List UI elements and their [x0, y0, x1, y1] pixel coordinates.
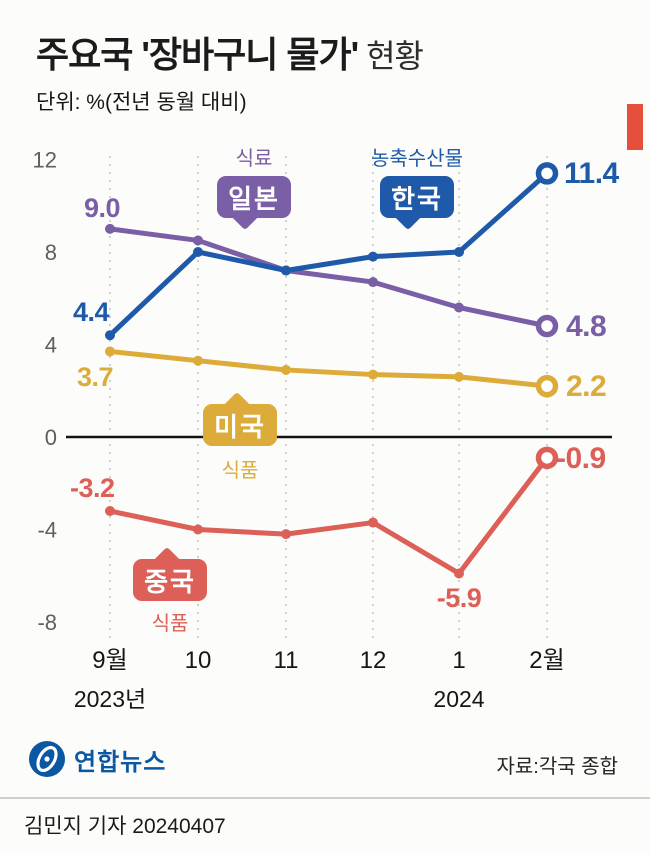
data-point-japan — [368, 277, 378, 288]
data-point-japan — [193, 235, 203, 246]
china-label-text: 중국 — [144, 566, 196, 597]
china-dip-value: -5.9 — [436, 583, 482, 613]
page-title-main: 주요국 '장바구니 물가' — [36, 34, 359, 75]
data-point-china — [281, 529, 291, 540]
data-point-china — [193, 524, 203, 535]
x-year-label: 2024 — [433, 686, 484, 712]
japan-end-value: 4.8 — [566, 310, 607, 343]
korea-start-value: 4.4 — [73, 297, 110, 327]
end-point-china — [535, 446, 559, 470]
data-point-korea — [105, 330, 115, 341]
page-title: 주요국 '장바구니 물가' 현황 — [36, 26, 424, 78]
y-tick-label: 8 — [45, 240, 57, 265]
red-accent-bar — [627, 104, 643, 150]
data-point-usa — [193, 355, 203, 366]
data-point-usa — [368, 369, 378, 380]
x-year-label: 2023년 — [74, 686, 146, 712]
korea-end-value: 11.4 — [564, 157, 619, 190]
y-tick-label: 4 — [45, 333, 57, 358]
usa-category-label: 식품 — [221, 460, 259, 482]
korea-label-text: 한국 — [391, 183, 443, 214]
china-start-value: -3.2 — [70, 473, 115, 503]
usa-end-value: 2.2 — [566, 370, 607, 403]
x-tick-label: 1 — [452, 647, 465, 674]
data-point-usa — [454, 371, 464, 382]
y-tick-label: -4 — [37, 518, 57, 543]
yonhap-logo-icon — [29, 741, 65, 777]
data-point-korea — [454, 247, 464, 257]
series-line-korea — [107, 170, 550, 338]
unit-subtitle: 단위: %(전년 동월 대비) — [36, 91, 247, 114]
japan-label-text: 일본 — [228, 183, 280, 214]
y-tick-label: 12 — [33, 148, 57, 173]
usa-label-bubble: 미국 — [203, 391, 277, 446]
yonhap-logo: 연합뉴스 — [28, 740, 166, 778]
x-tick-label: 12 — [360, 647, 387, 674]
page-title-suffix: 현황 — [358, 38, 424, 74]
end-point-usa — [535, 374, 559, 398]
x-tick-label: 11 — [274, 647, 299, 674]
data-point-usa — [281, 364, 291, 375]
end-point-japan — [535, 314, 559, 338]
end-point-korea — [535, 162, 559, 185]
data-point-usa — [105, 346, 115, 357]
china-category-label: 식품 — [151, 613, 189, 635]
korea-label-bubble: 한국 — [380, 176, 454, 231]
source-credit: 자료:각국 종합 — [496, 756, 618, 778]
data-point-japan — [105, 223, 115, 234]
usa-label-text: 미국 — [214, 411, 266, 442]
x-tick-label: 9월 — [92, 647, 127, 674]
usa-start-value: 3.7 — [77, 362, 114, 392]
x-tick-label: 2월 — [529, 647, 564, 674]
china-end-value: -0.9 — [556, 442, 606, 475]
china-label-bubble: 중국 — [133, 546, 207, 601]
reporter-byline: 김민지 기자 20240407 — [24, 815, 226, 838]
data-point-china — [368, 517, 378, 528]
korea-category-label: 농축수산물 — [371, 148, 463, 170]
japan-category-label: 식료 — [235, 148, 273, 170]
data-point-korea — [368, 251, 378, 262]
data-point-china — [454, 568, 464, 579]
series-line-china — [107, 455, 550, 576]
yonhap-logo-text: 연합뉴스 — [74, 748, 167, 776]
line-chart: 12 8 4 0 -4 -8 9월 10 11 12 1 2월 2023년 2024 일본 식료 한국 농… — [0, 140, 650, 740]
data-point-korea — [281, 265, 291, 276]
y-tick-label: 0 — [45, 425, 57, 450]
data-point-japan — [454, 302, 464, 313]
series-line-japan — [107, 226, 550, 329]
japan-start-value: 9.0 — [84, 193, 121, 223]
japan-label-bubble: 일본 — [217, 176, 291, 231]
data-point-china — [105, 506, 115, 516]
y-tick-label: -8 — [37, 610, 57, 635]
x-tick-label: 10 — [185, 647, 212, 674]
chart-canvas: 12 8 4 0 -4 -8 9월 10 11 12 1 2월 2023년 2024 — [33, 148, 612, 712]
footer-divider — [0, 797, 650, 799]
series-line-usa — [107, 348, 550, 389]
data-point-korea — [193, 247, 203, 257]
